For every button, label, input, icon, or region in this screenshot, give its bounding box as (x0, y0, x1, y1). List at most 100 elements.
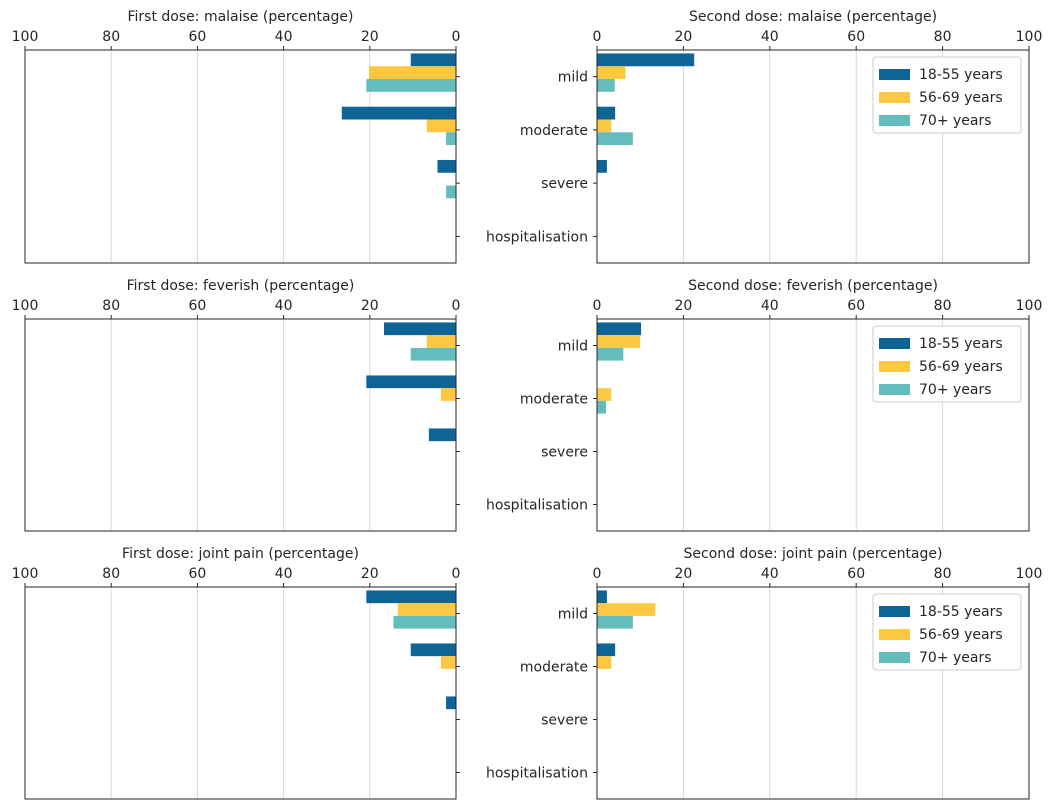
subplot-1: 0 20 40 60 80 100 First dose: malaise (percent… (12, 9, 461, 264)
bar-70-years (597, 79, 615, 92)
legend-label: 56-69 years (919, 359, 1003, 375)
legend-label: 18-55 years (919, 67, 1003, 83)
legend-swatch (879, 652, 910, 663)
subplot-title: Second dose: joint pain (percentage) (684, 546, 943, 562)
x-tick-label: 60 (847, 298, 865, 314)
subplot-2: 0 20 40 60 80 100 Second dose: malaise (percen… (486, 9, 1043, 264)
x-tick-label: 60 (847, 566, 865, 582)
bar-18-55-years (597, 159, 607, 173)
x-tick-label: 20 (674, 566, 692, 582)
bar-56-69-years (597, 388, 612, 401)
x-tick-label: 0 (593, 298, 602, 314)
bar-18-55-years (597, 322, 642, 336)
subplot-5: 0 20 40 60 80 100 First dose: joint pain (perc… (12, 546, 460, 800)
x-tick-label: 100 (1016, 566, 1043, 582)
bar-70-years (597, 347, 624, 361)
subplot-title: First dose: joint pain (percentage) (122, 546, 359, 562)
bar-70-years (393, 615, 456, 629)
axes-frame (596, 586, 1030, 800)
subplot-title: First dose: malaise (percentage) (128, 9, 354, 25)
legend-swatch (879, 606, 910, 617)
bar-56-69-years (426, 335, 456, 348)
bar-70-years (446, 132, 456, 146)
bar-18-55-years (437, 159, 456, 173)
bar-18-55-years (410, 643, 456, 657)
x-tick-label: 40 (761, 29, 779, 45)
axes-frame (24, 49, 457, 264)
bar-18-55-years (410, 53, 456, 67)
subplot-title: Second dose: feverish (percentage) (688, 278, 938, 294)
x-tick-label: 40 (761, 298, 779, 314)
category-label: moderate (520, 123, 588, 139)
x-tick-label: 100 (12, 566, 39, 582)
subplot-title: First dose: feverish (percentage) (127, 278, 355, 294)
x-tick-label: 60 (188, 298, 206, 314)
bar-70-years (597, 132, 633, 146)
bar-56-69-years (426, 119, 456, 133)
x-tick-label: 80 (934, 298, 952, 314)
bar-56-69-years (597, 603, 656, 616)
x-tick-label: 100 (12, 298, 39, 314)
category-label: severe (541, 713, 588, 729)
x-tick-label: 40 (275, 29, 293, 45)
bar-56-69-years (597, 656, 612, 669)
legend-swatch (879, 338, 910, 349)
subplot-title: Second dose: malaise (percentage) (689, 9, 937, 25)
category-label: moderate (520, 392, 588, 408)
x-tick-label: 0 (452, 29, 461, 45)
x-tick-label: 100 (1016, 298, 1043, 314)
legend-swatch (879, 69, 910, 80)
x-tick-label: 80 (102, 566, 120, 582)
subplot-4: 0 20 40 60 80 100 Second dose: feverish (perce… (486, 278, 1043, 532)
bar-18-55-years (597, 590, 607, 604)
bar-70-years (366, 79, 456, 92)
legend: 18-55 years 56-69 years 70+ years (872, 325, 1022, 403)
legend-swatch (879, 629, 910, 640)
bar-70-years (597, 615, 633, 629)
bar-18-55-years (597, 643, 616, 657)
subplot-3: 0 20 40 60 80 100 First dose: feverish (percen… (12, 278, 460, 532)
category-label: hospitalisation (486, 229, 588, 245)
x-tick-label: 0 (593, 29, 602, 45)
legend-label: 70+ years (919, 382, 992, 398)
legend-label: 18-55 years (919, 604, 1003, 620)
category-label: moderate (520, 660, 588, 676)
x-tick-label: 60 (847, 29, 865, 45)
legend: 18-55 years 56-69 years 70+ years (872, 56, 1022, 134)
x-tick-label: 20 (674, 29, 692, 45)
legend-label: 70+ years (919, 113, 992, 129)
bar-18-55-years (341, 106, 456, 120)
category-label: hospitalisation (486, 766, 588, 782)
bar-70-years (446, 185, 456, 199)
x-tick-label: 80 (102, 298, 120, 314)
bar-56-69-years (597, 335, 641, 348)
bar-70-years (597, 400, 607, 414)
bar-18-55-years (366, 375, 456, 389)
x-tick-label: 0 (593, 566, 602, 582)
bar-56-69-years (368, 66, 456, 80)
bar-56-69-years (597, 119, 612, 133)
x-tick-label: 60 (188, 566, 206, 582)
legend-label: 56-69 years (919, 90, 1003, 106)
x-tick-label: 20 (361, 298, 379, 314)
bar-56-69-years (597, 66, 626, 80)
x-tick-label: 100 (12, 29, 39, 45)
legend-label: 18-55 years (919, 336, 1003, 352)
x-tick-label: 100 (1016, 29, 1043, 45)
bar-56-69-years (440, 656, 456, 669)
category-label: hospitalisation (486, 498, 588, 514)
legend-label: 56-69 years (919, 627, 1003, 643)
axes-frame (24, 586, 457, 800)
category-label: mild (558, 339, 588, 355)
bar-18-55-years (597, 53, 695, 67)
subplot-6: 0 20 40 60 80 100 Second dose: joint pain (per… (486, 546, 1043, 800)
x-tick-label: 80 (934, 566, 952, 582)
bar-18-55-years (384, 322, 456, 336)
category-label: mild (558, 607, 588, 623)
x-tick-label: 20 (361, 29, 379, 45)
category-label: severe (541, 445, 588, 461)
legend-swatch (879, 384, 910, 395)
bar-18-55-years (366, 590, 456, 604)
bar-18-55-years (597, 106, 616, 120)
